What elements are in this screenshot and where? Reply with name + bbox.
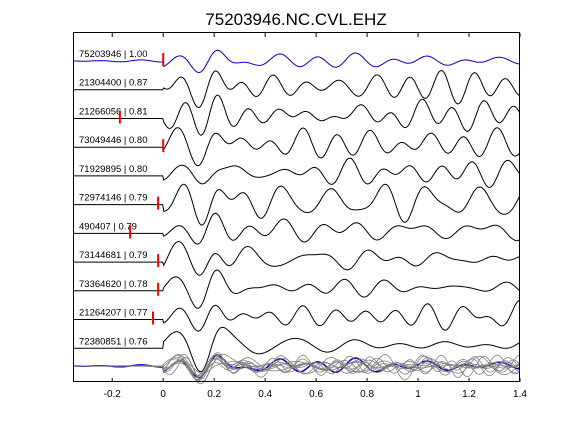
trace-9: 73364620 | 0.78	[74, 269, 520, 309]
trace-line	[74, 183, 520, 226]
traces-group: 75203946 | 1.00 21304400 | 0.87 21266056 |…	[73, 49, 520, 385]
x-tick-label: 0.8	[360, 389, 374, 400]
trace-1: 75203946 | 1.00	[73, 49, 520, 73]
trace-5: 71929895 | 0.80	[74, 157, 520, 188]
trace-line	[74, 94, 520, 136]
stack-trace	[74, 353, 520, 381]
trace-line	[73, 49, 520, 73]
trace-2: 21304400 | 0.87	[74, 69, 520, 109]
trace-8: 73144681 | 0.79	[74, 240, 520, 276]
plot-frame	[73, 32, 520, 382]
x-axis: -0.2 0 0.2 0.4 0.6 0.8 1 1.2 1.4	[104, 33, 527, 400]
x-tick-label: 1.2	[462, 389, 476, 400]
stack-trace	[74, 354, 520, 381]
trace-line	[74, 326, 520, 373]
trace-label: 72974146 | 0.79	[79, 193, 148, 204]
trace-10: 21264207 | 0.77	[74, 299, 520, 332]
x-tick-label: 1	[415, 389, 421, 400]
trace-label: 73364620 | 0.78	[79, 279, 148, 290]
trace-3: 21266056 | 0.81	[74, 94, 520, 136]
trace-label: 490407 | 0.79	[79, 221, 137, 232]
trace-line	[74, 299, 520, 332]
trace-6: 72974146 | 0.79	[74, 183, 520, 226]
trace-4: 73049446 | 0.80	[74, 127, 520, 167]
trace-line	[74, 127, 520, 167]
trace-line	[74, 269, 520, 309]
x-tick-label: 0.2	[207, 389, 221, 400]
x-tick-label: 1.4	[513, 389, 527, 400]
trace-label: 72380851 | 0.76	[79, 336, 148, 347]
stack-trace	[73, 353, 520, 385]
trace-label: 21264207 | 0.77	[79, 308, 148, 319]
trace-7: 490407 | 0.79	[74, 212, 520, 245]
x-tick-label: 0	[160, 389, 166, 400]
trace-label: 71929895 | 0.80	[79, 164, 148, 175]
trace-line	[74, 212, 520, 245]
trace-11: 72380851 | 0.76	[74, 326, 520, 373]
trace-line	[74, 157, 520, 188]
x-tick-label: 0.4	[258, 389, 272, 400]
x-tick-label: -0.2	[104, 389, 122, 400]
trace-line	[74, 240, 520, 276]
trace-label: 21266056 | 0.81	[79, 107, 148, 118]
trace-label: 73049446 | 0.80	[79, 135, 148, 146]
trace-label: 75203946 | 1.00	[79, 49, 148, 60]
trace-label: 21304400 | 0.87	[79, 78, 148, 89]
trace-line	[74, 69, 520, 109]
chart-title: 75203946.NC.CVL.EHZ	[205, 10, 386, 29]
x-tick-label: 0.6	[309, 389, 323, 400]
trace-label: 73144681 | 0.79	[79, 250, 148, 261]
overlay-stack	[73, 352, 520, 385]
